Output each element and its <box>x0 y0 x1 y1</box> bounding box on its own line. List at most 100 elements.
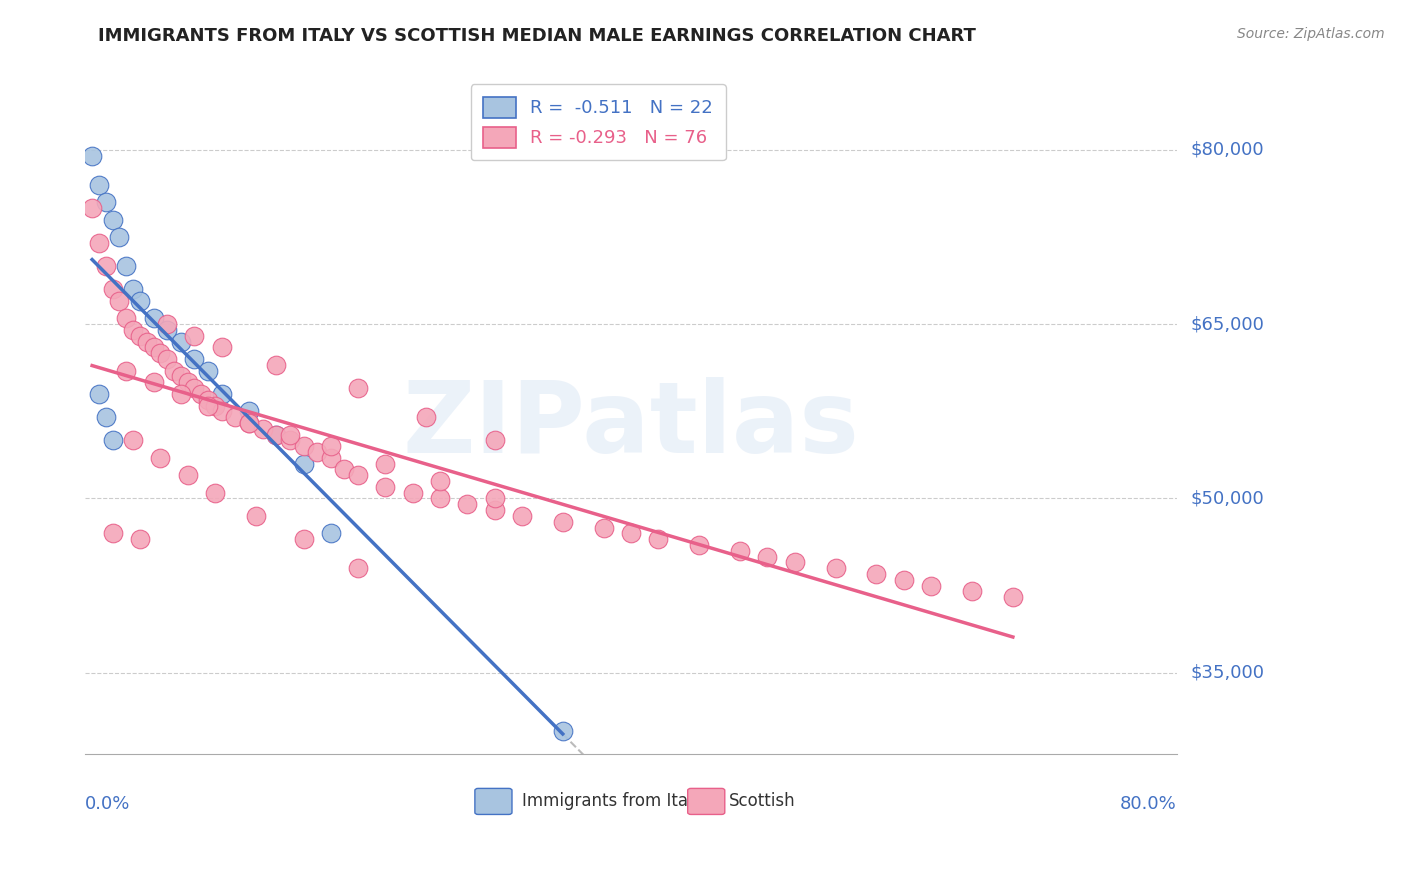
Text: Immigrants from Italy: Immigrants from Italy <box>522 792 703 810</box>
Point <box>183 328 205 343</box>
Point <box>238 416 260 430</box>
Point <box>142 311 165 326</box>
Point <box>190 387 212 401</box>
Point <box>163 364 186 378</box>
Point <box>197 364 219 378</box>
Point <box>484 491 506 506</box>
Point <box>87 235 110 250</box>
Point <box>156 351 179 366</box>
Point <box>415 410 437 425</box>
Point <box>156 317 179 331</box>
Point <box>211 340 233 354</box>
Point <box>756 549 779 564</box>
Point <box>374 457 396 471</box>
Point <box>551 723 574 738</box>
Point <box>183 381 205 395</box>
Point <box>264 427 287 442</box>
Point <box>429 474 451 488</box>
Text: $80,000: $80,000 <box>1191 141 1264 159</box>
Point <box>264 427 287 442</box>
Point <box>101 212 124 227</box>
Point <box>484 503 506 517</box>
Point <box>264 358 287 372</box>
Point <box>238 404 260 418</box>
Point <box>142 340 165 354</box>
Point <box>211 404 233 418</box>
Text: $50,000: $50,000 <box>1191 490 1264 508</box>
Point <box>920 579 942 593</box>
Point <box>170 387 193 401</box>
Point <box>149 346 172 360</box>
Point <box>82 149 104 163</box>
Point <box>484 434 506 448</box>
Point <box>402 485 425 500</box>
Point <box>688 538 710 552</box>
Point <box>319 439 342 453</box>
Point <box>824 561 846 575</box>
Point <box>94 410 117 425</box>
Point <box>238 416 260 430</box>
Point <box>620 526 643 541</box>
FancyBboxPatch shape <box>688 789 724 814</box>
Point <box>101 526 124 541</box>
Text: Source: ZipAtlas.com: Source: ZipAtlas.com <box>1237 27 1385 41</box>
Point <box>211 387 233 401</box>
Text: $65,000: $65,000 <box>1191 315 1264 334</box>
Point <box>197 392 219 407</box>
Point <box>960 584 983 599</box>
Point <box>94 195 117 210</box>
Point <box>783 555 806 569</box>
Point <box>347 381 370 395</box>
Point <box>87 178 110 192</box>
Point <box>142 376 165 390</box>
Point <box>252 422 274 436</box>
Text: IMMIGRANTS FROM ITALY VS SCOTTISH MEDIAN MALE EARNINGS CORRELATION CHART: IMMIGRANTS FROM ITALY VS SCOTTISH MEDIAN… <box>98 27 976 45</box>
Point <box>551 515 574 529</box>
Point <box>278 434 301 448</box>
Point <box>170 369 193 384</box>
Text: ZIPatlas: ZIPatlas <box>402 376 859 474</box>
Point <box>115 364 138 378</box>
Point <box>647 532 669 546</box>
Point <box>122 323 145 337</box>
Point <box>893 573 915 587</box>
Point <box>319 450 342 465</box>
Point <box>101 434 124 448</box>
Point <box>149 450 172 465</box>
Point <box>176 468 198 483</box>
Point <box>176 376 198 390</box>
Point <box>728 543 751 558</box>
Point <box>204 485 226 500</box>
Point <box>135 334 157 349</box>
Point <box>197 399 219 413</box>
FancyBboxPatch shape <box>475 789 512 814</box>
Point <box>592 520 614 534</box>
Point <box>183 351 205 366</box>
Point <box>128 328 150 343</box>
Point <box>115 259 138 273</box>
Point <box>429 491 451 506</box>
Point <box>224 410 246 425</box>
Point <box>87 387 110 401</box>
Point <box>456 497 478 511</box>
Point <box>307 445 329 459</box>
Point <box>128 532 150 546</box>
Point <box>292 439 315 453</box>
Point <box>1001 591 1024 605</box>
Point <box>122 282 145 296</box>
Point <box>156 323 179 337</box>
Text: 0.0%: 0.0% <box>86 796 131 814</box>
Text: 80.0%: 80.0% <box>1119 796 1177 814</box>
Point <box>94 259 117 273</box>
Point <box>319 526 342 541</box>
Point <box>333 462 356 476</box>
Point <box>122 434 145 448</box>
Point <box>292 457 315 471</box>
Point <box>128 293 150 308</box>
Text: $35,000: $35,000 <box>1191 664 1264 681</box>
Point <box>82 201 104 215</box>
Point <box>347 468 370 483</box>
Point <box>292 532 315 546</box>
Point <box>108 293 131 308</box>
Legend: R =  -0.511   N = 22, R = -0.293   N = 76: R = -0.511 N = 22, R = -0.293 N = 76 <box>471 85 725 161</box>
